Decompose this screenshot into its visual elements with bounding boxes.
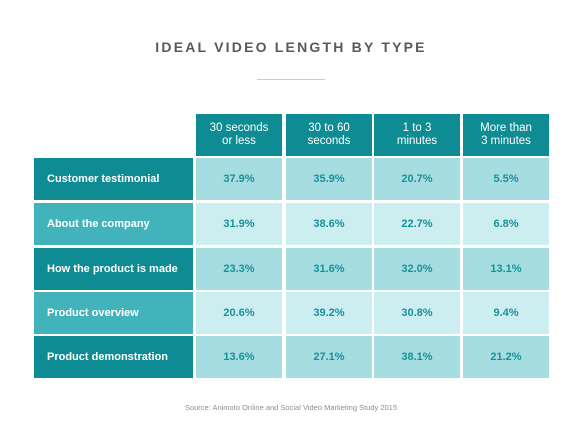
column-header-text: 30 to 60 seconds bbox=[308, 122, 351, 148]
column-header: More than 3 minutes bbox=[463, 114, 549, 156]
data-cell: 37.9% bbox=[196, 158, 282, 200]
row-label: About the company bbox=[34, 203, 193, 245]
source-note: Source: Animoto Online and Social Video … bbox=[184, 403, 398, 412]
column-header-text: 30 seconds or less bbox=[210, 122, 269, 148]
column-header-line: 1 to 3 bbox=[402, 122, 432, 134]
data-cell: 13.1% bbox=[463, 248, 549, 290]
data-cell: 20.7% bbox=[374, 158, 460, 200]
data-cell: 6.8% bbox=[463, 203, 549, 245]
data-cell: 13.6% bbox=[196, 336, 282, 378]
data-cell: 5.5% bbox=[463, 158, 549, 200]
data-cell: 22.7% bbox=[374, 203, 460, 245]
data-cell: 9.4% bbox=[463, 292, 549, 334]
data-cell: 39.2% bbox=[286, 292, 372, 334]
chart-title: IDEAL VIDEO LENGTH BY TYPE bbox=[155, 39, 427, 55]
data-cell: 31.6% bbox=[286, 248, 372, 290]
data-cell: 38.6% bbox=[286, 203, 372, 245]
row-label: Product demonstration bbox=[34, 336, 193, 378]
row-label: Product overview bbox=[34, 292, 193, 334]
column-header-line: minutes bbox=[396, 135, 438, 147]
column-header-line: 30 to 60 bbox=[308, 122, 350, 134]
data-cell: 31.9% bbox=[196, 203, 282, 245]
column-header-line: 30 seconds bbox=[209, 122, 269, 134]
data-cell: 38.1% bbox=[374, 336, 460, 378]
data-cell: 30.8% bbox=[374, 292, 460, 334]
column-header-line: seconds bbox=[307, 135, 351, 147]
data-cell: 21.2% bbox=[463, 336, 549, 378]
data-cell: 27.1% bbox=[286, 336, 372, 378]
column-header-text: More than 3 minutes bbox=[480, 122, 532, 148]
column-header-line: 3 minutes bbox=[481, 135, 531, 147]
column-header: 1 to 3 minutes bbox=[374, 114, 460, 156]
column-header: 30 to 60 seconds bbox=[286, 114, 372, 156]
row-label: Customer testimonial bbox=[34, 158, 193, 200]
data-cell: 23.3% bbox=[196, 248, 282, 290]
data-cell: 35.9% bbox=[286, 158, 372, 200]
data-cell: 32.0% bbox=[374, 248, 460, 290]
column-header-line: More than bbox=[480, 122, 532, 134]
column-header: 30 seconds or less bbox=[196, 114, 282, 156]
row-label: How the product is made bbox=[34, 248, 193, 290]
column-header-line: or less bbox=[222, 135, 256, 147]
title-divider bbox=[257, 79, 325, 80]
data-cell: 20.6% bbox=[196, 292, 282, 334]
column-header-text: 1 to 3 minutes bbox=[397, 122, 437, 148]
